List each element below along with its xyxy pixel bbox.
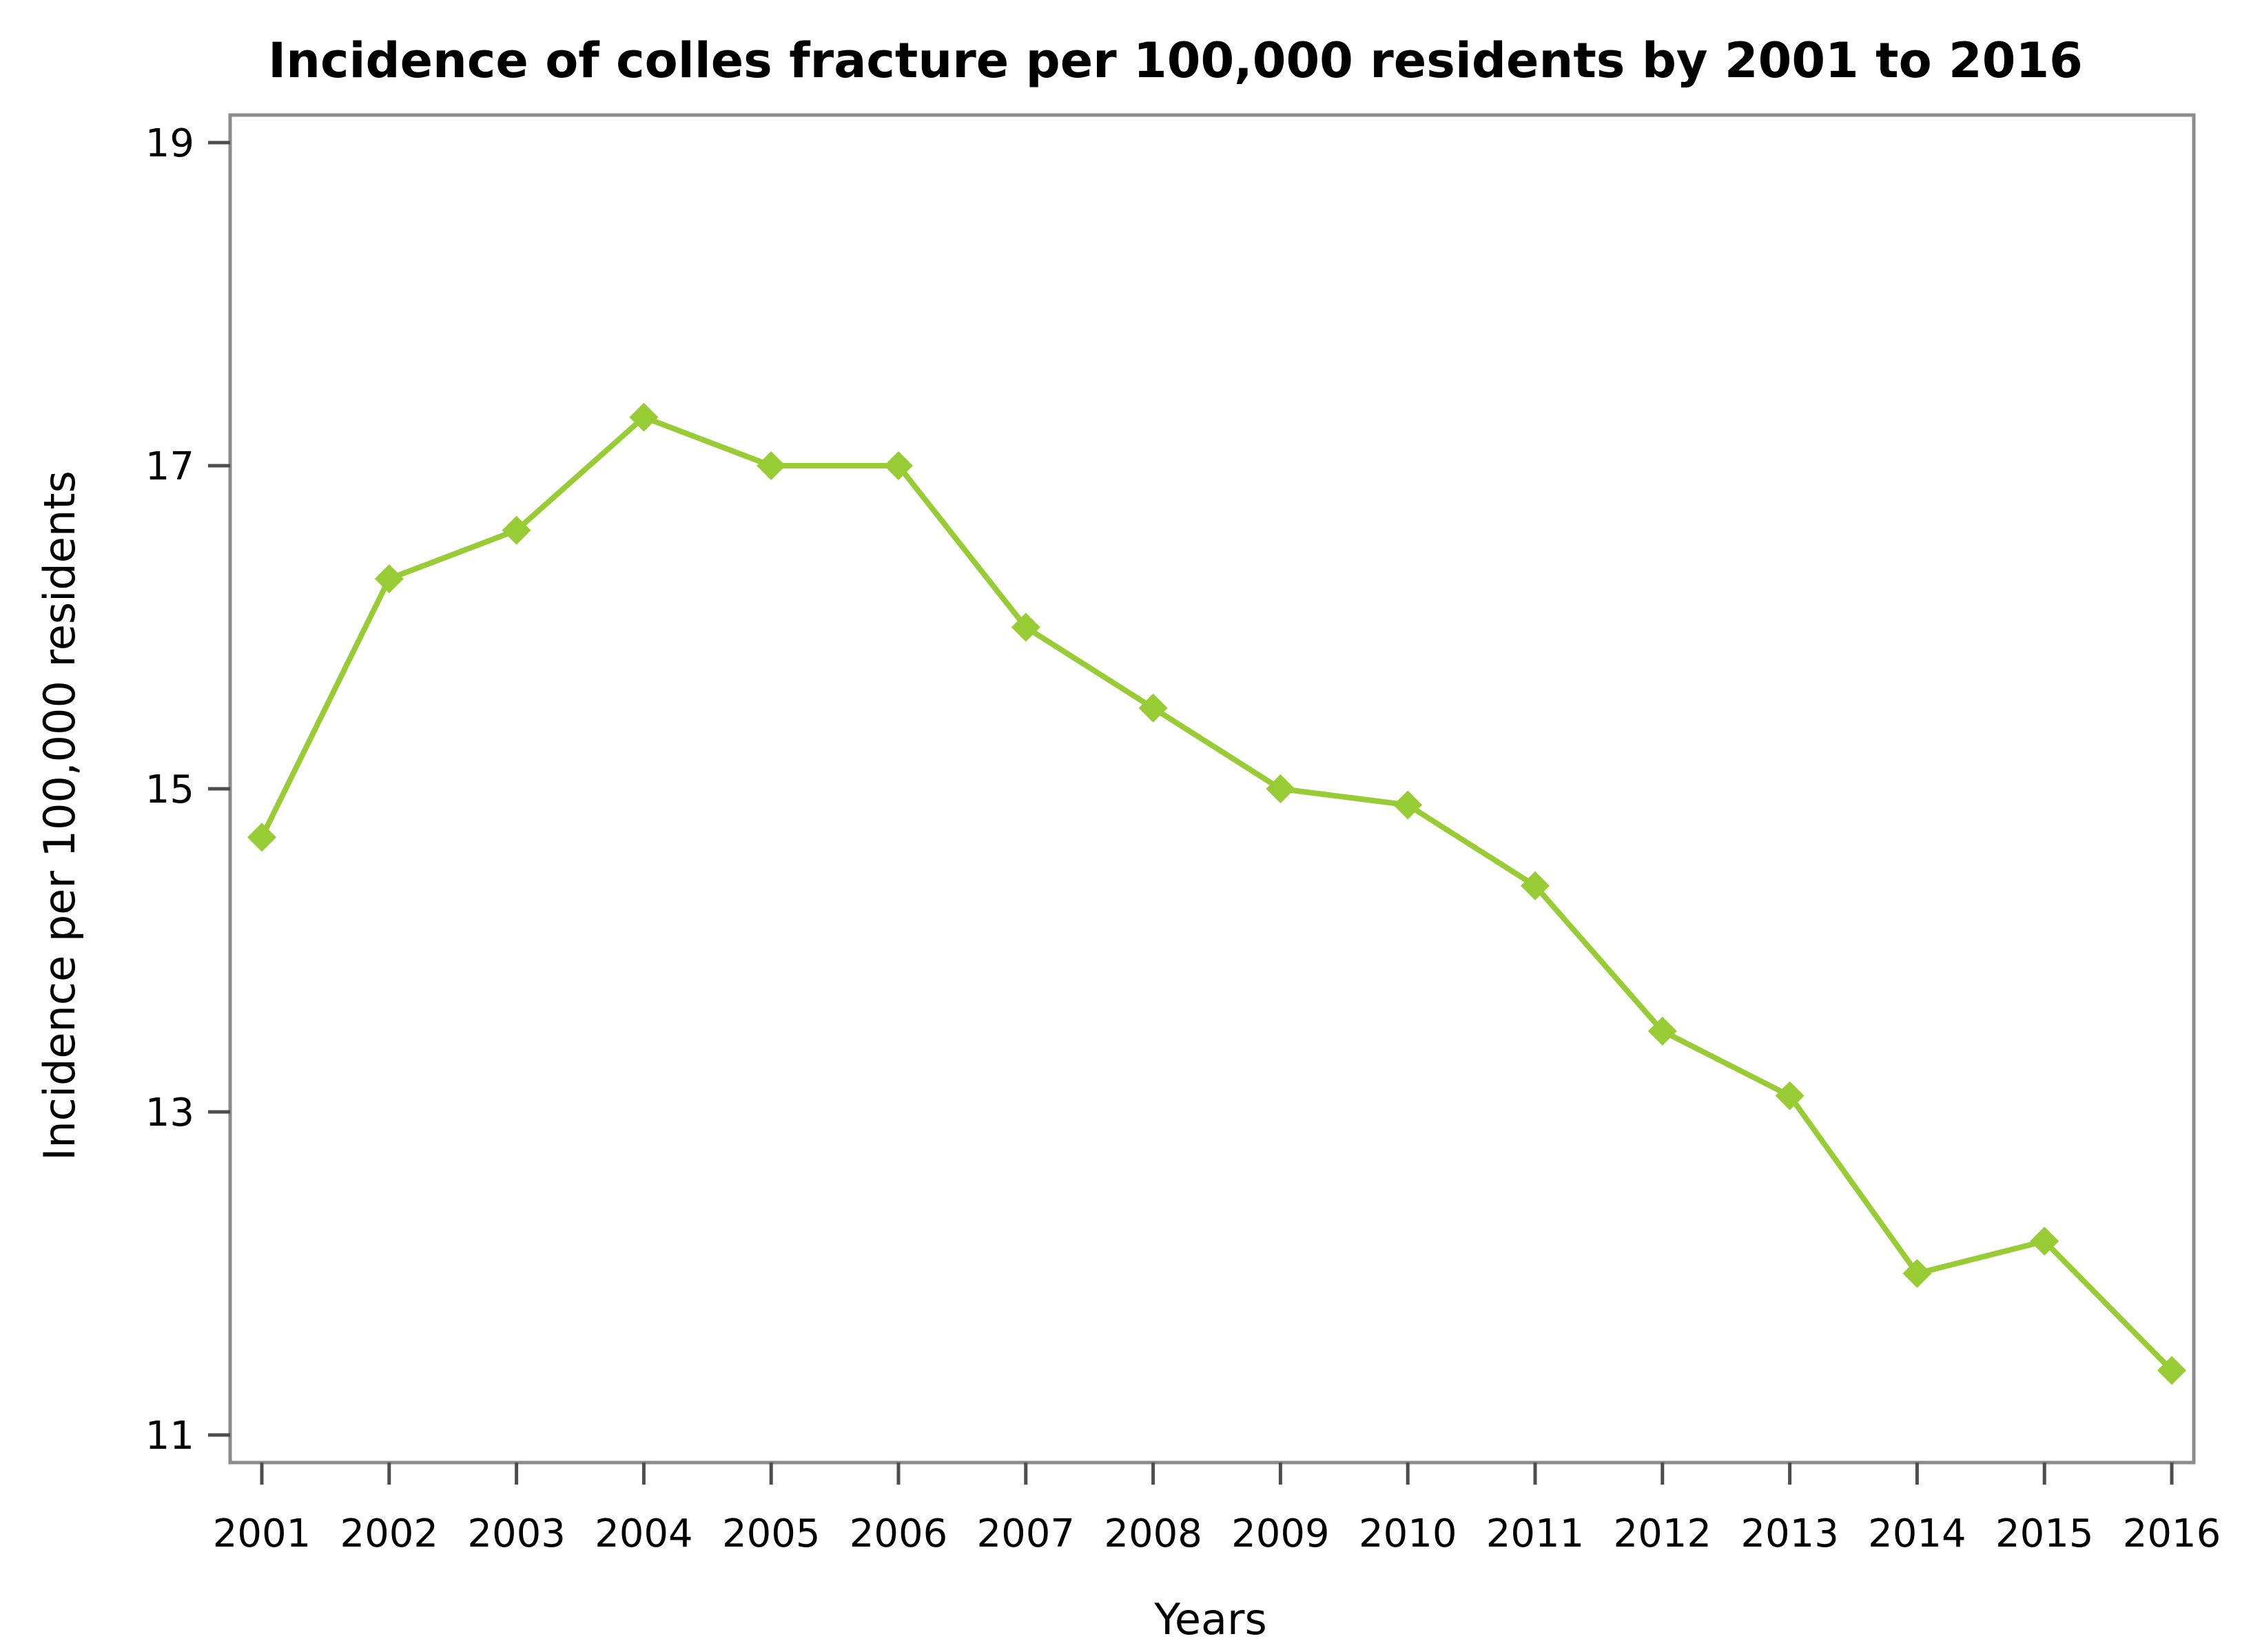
- data-point-marker: [1521, 871, 1550, 900]
- data-point-marker: [247, 823, 276, 852]
- data-point-marker: [1266, 774, 1295, 803]
- x-tick-label: 2011: [1486, 1511, 1585, 1556]
- y-tick-label: 15: [145, 767, 194, 812]
- data-point-marker: [1138, 693, 1168, 723]
- x-tick-label: 2007: [977, 1511, 1076, 1556]
- data-point-marker: [374, 564, 404, 594]
- data-point-marker: [1902, 1259, 1932, 1288]
- x-axis-label: Years: [1153, 1594, 1267, 1644]
- series-line: [259, 414, 2174, 1373]
- data-point-marker: [2157, 1356, 2186, 1385]
- x-tick-label: 2012: [1614, 1511, 1712, 1556]
- x-tick-label: 2009: [1231, 1511, 1330, 1556]
- x-tick-label: 2013: [1740, 1511, 1839, 1556]
- x-tick-label: 2015: [1995, 1511, 2094, 1556]
- data-point-marker: [757, 451, 786, 480]
- data-point-marker: [2030, 1226, 2059, 1256]
- series-layer: [247, 402, 2186, 1385]
- x-tick-label: 2003: [467, 1511, 566, 1556]
- y-tick-label: 17: [145, 444, 194, 489]
- data-point-marker: [502, 515, 531, 545]
- data-point-marker: [1647, 1016, 1677, 1046]
- x-tick-label: 2002: [340, 1511, 439, 1556]
- data-point-marker: [1775, 1081, 1805, 1111]
- x-tick-label: 2008: [1104, 1511, 1202, 1556]
- x-axis: 2001 2002 2003 2004 2005 2006 2007 2008 2009 2010…: [213, 1463, 2221, 1556]
- x-tick-label: 2001: [213, 1511, 311, 1556]
- y-tick-label: 13: [145, 1091, 194, 1135]
- data-point-marker: [1393, 790, 1423, 820]
- data-point-marker: [1011, 612, 1040, 642]
- x-tick-label: 2010: [1359, 1511, 1457, 1556]
- x-tick-label: 2004: [595, 1511, 693, 1556]
- data-point-marker: [629, 402, 659, 432]
- y-tick-label: 19: [145, 121, 194, 166]
- x-tick-label: 2005: [722, 1511, 821, 1556]
- x-tick-label: 2014: [1868, 1511, 1966, 1556]
- x-tick-label: 2016: [2123, 1511, 2221, 1556]
- chart-title: Incidence of colles fracture per 100,000…: [268, 32, 2083, 89]
- y-axis-label: Incidence per 100,000 residents: [34, 471, 85, 1161]
- y-axis: 11 13 15 17 19: [145, 121, 230, 1458]
- plot-frame: [228, 113, 2196, 1465]
- x-tick-label: 2006: [850, 1511, 948, 1556]
- data-point-marker: [884, 451, 913, 480]
- y-tick-label: 11: [145, 1414, 194, 1458]
